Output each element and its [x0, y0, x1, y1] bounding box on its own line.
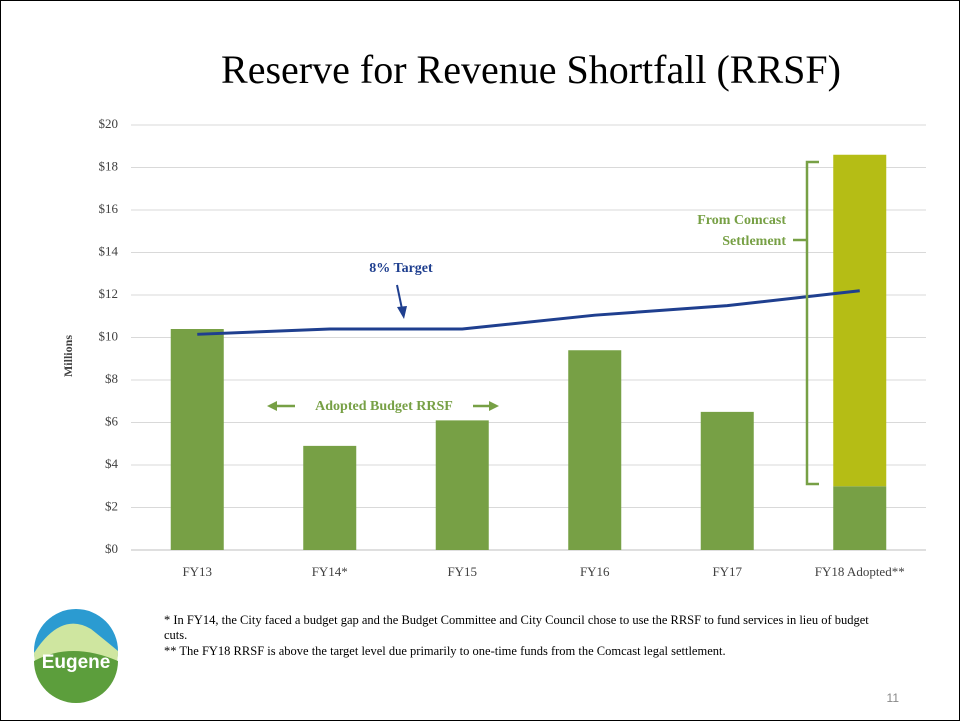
- series-label: 8% Target: [369, 261, 433, 276]
- y-tick-label: $4: [105, 456, 119, 471]
- x-tick-label: FY16: [580, 564, 610, 579]
- x-tick-label: FY18 Adopted**: [815, 564, 905, 579]
- plot: $0 $2 $4 $6 $8 $10 $12 $14 $16 $18 $20 FY13 FY14* FY1…: [99, 116, 926, 579]
- x-tick-label: FY13: [182, 564, 212, 579]
- y-tick-label: $18: [99, 158, 119, 173]
- logo: Eugene: [34, 609, 119, 703]
- footnote: ** The FY18 RRSF is above the target lev…: [164, 644, 726, 658]
- y-axis-label: Millions: [61, 335, 75, 377]
- y-tick-label: $0: [105, 541, 118, 556]
- bar: [303, 445, 357, 550]
- y-tick-label: $14: [99, 243, 119, 258]
- bar: [170, 329, 224, 550]
- y-tick-label: $20: [99, 116, 119, 131]
- slide-title: Reserve for Revenue Shortfall (RRSF): [221, 47, 841, 92]
- y-tick-label: $2: [105, 498, 118, 513]
- bar: [700, 411, 754, 550]
- line: [197, 289, 860, 336]
- y-tick-label: $10: [99, 328, 119, 343]
- annotation-arrows: [267, 160, 819, 486]
- bar: [833, 486, 887, 550]
- series-label: Adopted Budget RRSF: [315, 399, 453, 414]
- y-tick-label: $8: [105, 371, 118, 386]
- y-tick-label: $6: [105, 413, 119, 428]
- series-label: From Comcast Settlement: [697, 213, 786, 249]
- bar: [568, 350, 622, 550]
- target-arrow: [396, 284, 407, 319]
- x-tick-label: FY17: [712, 564, 742, 579]
- bar: [833, 154, 887, 487]
- x-tick-label: FY14*: [312, 564, 348, 579]
- page-number: 11: [887, 691, 900, 705]
- y-tick-label: $12: [99, 286, 119, 301]
- logo-text: Eugene: [42, 652, 111, 673]
- x-tick-label: FY15: [447, 564, 477, 579]
- bar: [435, 420, 489, 550]
- footnote: * In FY14, the City faced a budget gap a…: [164, 613, 869, 642]
- y-tick-label: $16: [99, 201, 119, 216]
